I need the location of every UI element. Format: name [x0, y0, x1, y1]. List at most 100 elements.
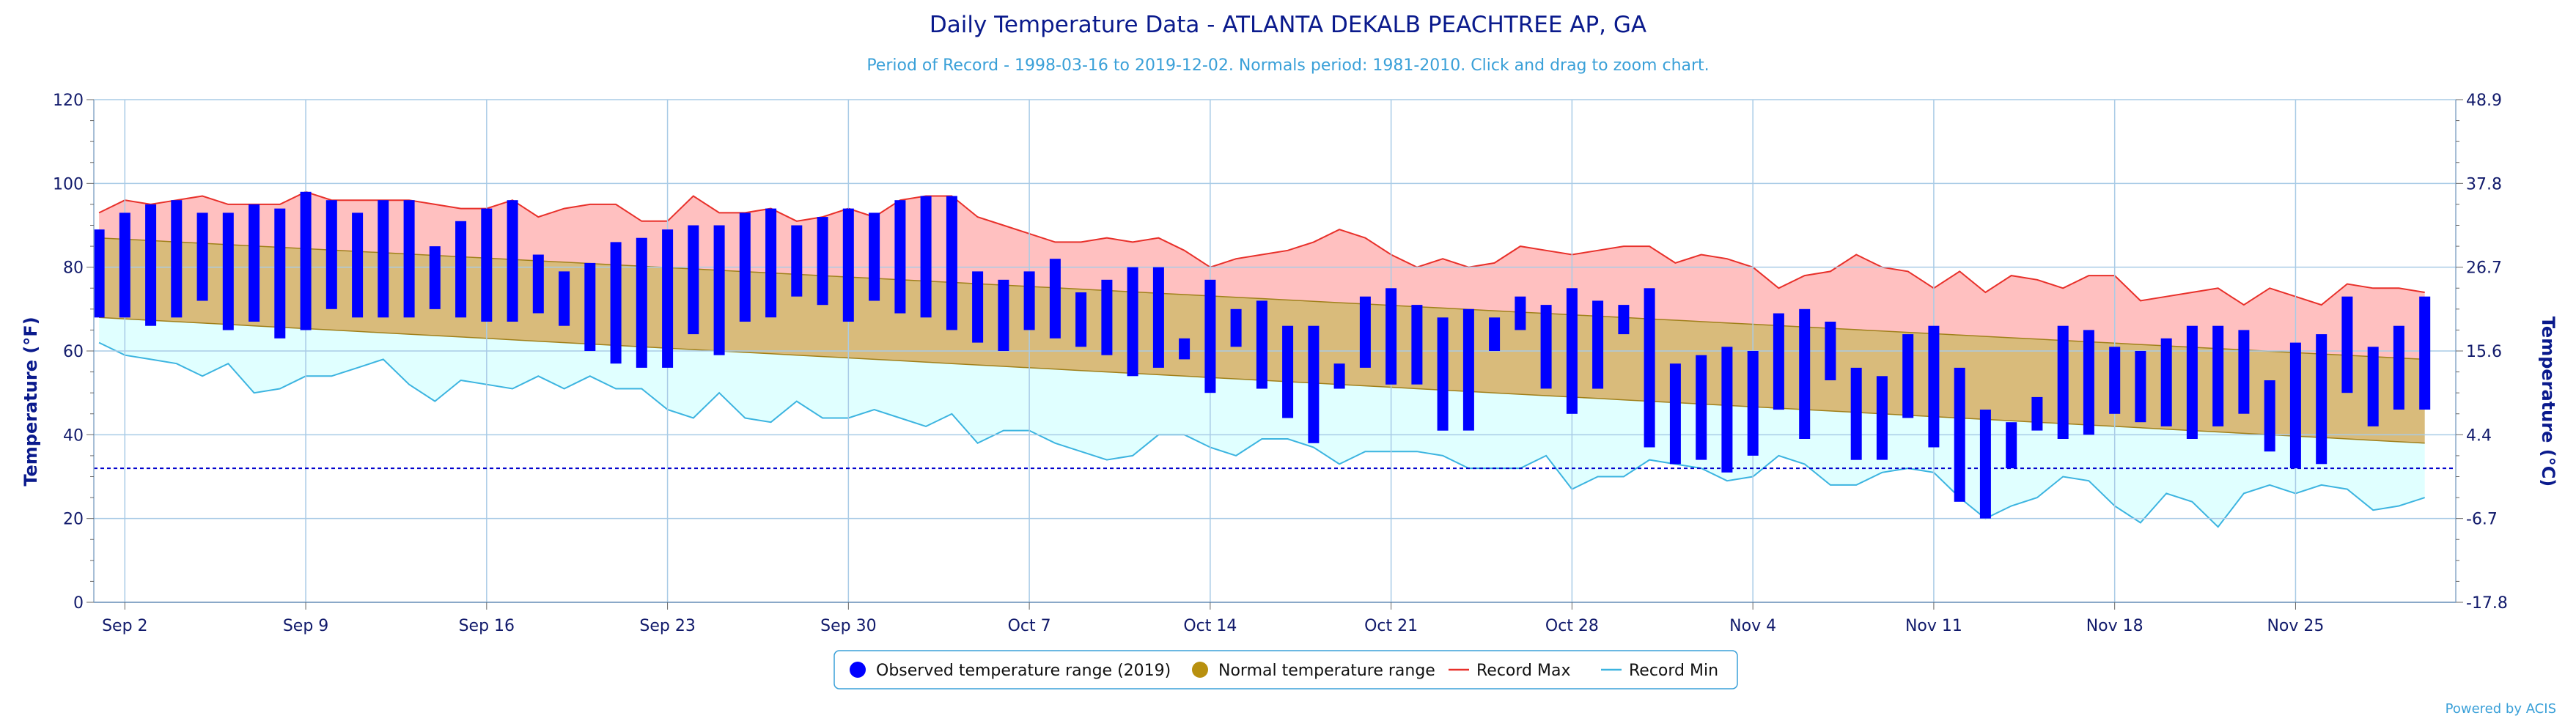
plot-area[interactable] [93, 99, 2456, 603]
observed-bar[interactable] [2393, 325, 2404, 410]
observed-bar[interactable] [1385, 288, 1397, 385]
observed-bar[interactable] [1256, 300, 1267, 389]
observed-bar[interactable] [791, 225, 803, 297]
observed-bar[interactable] [610, 242, 622, 364]
observed-bar[interactable] [765, 208, 777, 318]
observed-bar[interactable] [559, 271, 570, 326]
observed-bar[interactable] [378, 200, 389, 318]
observed-bar[interactable] [998, 279, 1009, 351]
observed-bar[interactable] [1979, 410, 1991, 519]
observed-bar[interactable] [2289, 342, 2301, 469]
observed-bar[interactable] [2160, 338, 2172, 426]
observed-bar[interactable] [1101, 279, 1113, 355]
observed-bar[interactable] [171, 200, 183, 318]
observed-bar[interactable] [2109, 347, 2121, 414]
observed-bar[interactable] [196, 212, 208, 301]
legend[interactable]: Observed temperature range (2019) Normal … [833, 650, 1738, 689]
legend-item-record_max[interactable]: Record Max [1449, 662, 1571, 680]
observed-bar[interactable] [662, 229, 674, 368]
observed-bar[interactable] [1825, 322, 1836, 380]
observed-bar[interactable] [2135, 351, 2146, 423]
legend-item-record_min[interactable]: Record Min [1601, 662, 1718, 680]
observed-bar[interactable] [1850, 367, 1862, 460]
observed-bar[interactable] [2006, 422, 2017, 469]
y-axis-label-right: Temperature (°C) [2538, 317, 2558, 487]
observed-bar[interactable] [920, 196, 932, 318]
observed-bar[interactable] [145, 204, 157, 326]
observed-bar[interactable] [2264, 380, 2275, 452]
legend-item-observed[interactable]: Observed temperature range (2019) [850, 662, 1171, 680]
observed-bar[interactable] [2419, 296, 2431, 410]
observed-bar[interactable] [1928, 325, 1940, 448]
observed-bar[interactable] [584, 262, 596, 351]
observed-bar[interactable] [2186, 325, 2198, 439]
observed-bar[interactable] [2341, 296, 2353, 393]
observed-bar[interactable] [1049, 259, 1061, 339]
observed-bar[interactable] [1230, 308, 1242, 347]
observed-bar[interactable] [2238, 330, 2250, 414]
legend-item-normal[interactable]: Normal temperature range [1192, 662, 1435, 680]
observed-bar[interactable] [2316, 334, 2327, 465]
observed-bar[interactable] [325, 200, 337, 309]
observed-bar[interactable] [1411, 305, 1423, 385]
observed-bar[interactable] [1773, 313, 1784, 410]
observed-bar[interactable] [2031, 396, 2043, 431]
observed-bar[interactable] [894, 200, 906, 314]
observed-bar[interactable] [507, 200, 518, 322]
observed-bar[interactable] [1127, 267, 1138, 377]
observed-bar[interactable] [1489, 317, 1501, 351]
credit-text[interactable]: Powered by ACIS [2446, 701, 2556, 717]
observed-bar[interactable] [249, 204, 260, 322]
observed-bar[interactable] [455, 221, 467, 318]
observed-bar[interactable] [972, 271, 984, 343]
observed-bar[interactable] [842, 208, 854, 322]
observed-bar[interactable] [300, 191, 312, 330]
observed-bar[interactable] [688, 225, 699, 335]
observed-bar[interactable] [532, 254, 544, 314]
observed-bar[interactable] [274, 208, 286, 339]
observed-bar[interactable] [1204, 279, 1216, 393]
observed-bar[interactable] [1566, 288, 1578, 414]
observed-bar[interactable] [739, 212, 751, 322]
observed-bar[interactable] [946, 196, 957, 330]
observed-bar[interactable] [869, 212, 880, 301]
observed-bar[interactable] [1618, 305, 1630, 335]
observed-bar[interactable] [1669, 363, 1681, 465]
observed-bar[interactable] [481, 208, 493, 322]
observed-bar[interactable] [1282, 325, 1294, 418]
observed-bar[interactable] [1592, 300, 1604, 389]
observed-bar[interactable] [1799, 308, 1811, 439]
observed-bar[interactable] [403, 200, 415, 318]
observed-bar[interactable] [1179, 338, 1191, 360]
observed-bar[interactable] [2083, 330, 2094, 435]
observed-bar[interactable] [1437, 317, 1449, 431]
observed-bar[interactable] [2212, 325, 2224, 426]
observed-bar[interactable] [1902, 334, 1914, 418]
observed-bar[interactable] [1152, 267, 1164, 368]
observed-bar[interactable] [1876, 376, 1888, 460]
observed-bar[interactable] [1333, 363, 1345, 389]
observed-bar[interactable] [1359, 296, 1371, 368]
observed-bar[interactable] [429, 246, 441, 309]
observed-bar[interactable] [817, 217, 828, 306]
observed-bar[interactable] [1462, 308, 1474, 431]
observed-bar[interactable] [1747, 351, 1759, 456]
observed-bar[interactable] [1023, 271, 1035, 330]
observed-bar[interactable] [1721, 347, 1733, 473]
observed-bar[interactable] [636, 237, 647, 368]
observed-bar[interactable] [93, 229, 105, 318]
observed-bar[interactable] [1308, 325, 1320, 443]
observed-bar[interactable] [1540, 305, 1552, 389]
observed-bar[interactable] [352, 212, 364, 318]
observed-bar[interactable] [119, 212, 130, 318]
observed-bar[interactable] [1696, 355, 1707, 460]
observed-bar[interactable] [222, 212, 234, 330]
observed-bar[interactable] [1075, 292, 1087, 347]
observed-bar[interactable] [2057, 325, 2069, 439]
observed-bar[interactable] [1515, 296, 1526, 330]
observed-bar[interactable] [1954, 367, 1965, 502]
observed-bar[interactable] [1644, 288, 1655, 448]
observed-bar[interactable] [713, 225, 725, 355]
observed-bar[interactable] [2367, 347, 2379, 426]
